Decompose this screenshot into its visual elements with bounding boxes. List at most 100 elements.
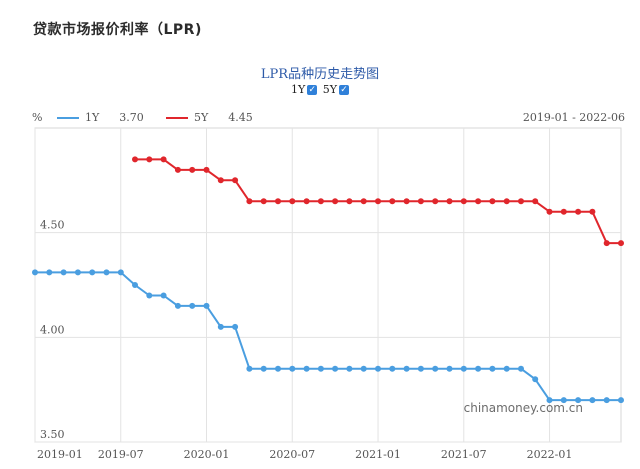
data-point-1y	[332, 365, 339, 372]
legend-swatch-1y	[57, 116, 79, 119]
data-point-5y	[246, 198, 253, 205]
data-point-1y	[346, 365, 353, 372]
data-point-5y	[460, 198, 467, 205]
data-point-5y	[260, 198, 267, 205]
legend-item-1y[interactable]: 1Y 3.70	[57, 111, 144, 124]
data-point-5y	[503, 198, 510, 205]
x-tick-label: 2020-07	[269, 448, 315, 461]
toggle-1y-label: 1Y	[290, 83, 306, 96]
data-point-1y	[489, 365, 496, 372]
data-point-5y	[303, 198, 310, 205]
data-point-1y	[375, 365, 381, 372]
data-point-1y	[132, 282, 138, 288]
y-tick-label: 4.00	[40, 323, 65, 336]
legend-item-5y[interactable]: 5Y 4.45	[166, 111, 253, 124]
data-point-5y	[603, 240, 610, 247]
x-tick-label: 2021-01	[355, 448, 401, 461]
data-point-1y	[74, 269, 81, 276]
data-point-1y	[275, 365, 281, 372]
data-point-1y	[189, 302, 196, 309]
legend-row: % 1Y 3.70 5Y 4.45 2019-01 - 2022-06	[0, 106, 640, 126]
data-point-1y	[174, 302, 181, 309]
toggle-1y[interactable]: 1Y ✓	[290, 83, 318, 96]
data-point-1y	[518, 365, 524, 372]
data-point-5y	[360, 198, 367, 205]
data-point-1y	[246, 365, 253, 372]
data-point-5y	[518, 198, 524, 205]
data-point-1y	[203, 302, 210, 309]
data-point-1y	[60, 269, 67, 276]
data-point-5y	[317, 198, 324, 205]
data-point-1y	[560, 397, 567, 404]
data-point-1y	[546, 397, 553, 404]
data-point-5y	[532, 198, 539, 205]
data-point-1y	[589, 397, 596, 404]
data-point-5y	[575, 208, 582, 215]
data-point-1y	[417, 365, 424, 372]
data-point-1y	[303, 365, 310, 372]
data-point-1y	[317, 365, 324, 372]
data-point-1y	[360, 365, 367, 372]
x-tick-label: 2020-01	[184, 448, 230, 461]
data-point-5y	[375, 198, 381, 205]
toggle-5y[interactable]: 5Y ✓	[322, 83, 350, 96]
data-point-5y	[217, 177, 224, 184]
data-point-5y	[232, 177, 239, 184]
data-point-1y	[89, 269, 96, 276]
data-point-1y	[432, 365, 439, 372]
plot-frame	[34, 127, 622, 443]
legend-value-1y: 3.70	[119, 111, 144, 124]
data-point-5y	[546, 208, 553, 215]
data-point-5y	[174, 166, 181, 173]
checkbox-5y[interactable]: ✓	[339, 84, 350, 95]
data-point-1y	[160, 292, 167, 299]
data-point-5y	[389, 198, 396, 205]
data-point-5y	[432, 198, 439, 205]
legend-name-5y: 5Y	[194, 111, 209, 124]
data-point-5y	[446, 198, 453, 205]
data-point-1y	[446, 365, 453, 372]
data-point-1y	[403, 365, 410, 372]
y-unit-label: %	[32, 111, 43, 124]
checkbox-1y[interactable]: ✓	[307, 84, 318, 95]
data-point-1y	[603, 397, 610, 404]
data-point-1y	[117, 269, 124, 276]
data-point-1y	[32, 269, 38, 276]
data-point-1y	[260, 365, 267, 372]
data-point-1y	[103, 269, 110, 276]
data-point-5y	[560, 208, 567, 215]
data-point-1y	[460, 365, 467, 372]
data-point-1y	[618, 397, 624, 404]
data-point-5y	[489, 198, 496, 205]
data-point-5y	[146, 156, 153, 163]
data-point-5y	[475, 198, 482, 205]
legend-swatch-5y	[166, 116, 188, 119]
data-point-1y	[146, 292, 153, 299]
data-point-1y	[289, 365, 296, 372]
y-tick-label: 4.50	[40, 219, 65, 232]
x-tick-label: 2021-07	[441, 448, 487, 461]
data-point-5y	[417, 198, 424, 205]
date-range-label: 2019-01 - 2022-06	[522, 111, 625, 124]
data-point-5y	[132, 156, 138, 163]
data-point-5y	[189, 166, 196, 173]
data-point-1y	[475, 365, 482, 372]
page-title: 贷款市场报价利率（LPR)	[33, 22, 202, 38]
watermark: chinamoney.com.cn	[464, 401, 583, 415]
data-point-1y	[232, 323, 239, 330]
toggle-5y-label: 5Y	[322, 83, 338, 96]
data-point-5y	[289, 198, 296, 205]
y-tick-label: 3.50	[40, 428, 65, 441]
data-point-5y	[332, 198, 339, 205]
data-point-1y	[46, 269, 53, 276]
x-tick-label: 2019-01	[37, 448, 83, 461]
data-point-5y	[618, 240, 624, 247]
data-point-5y	[203, 166, 210, 173]
data-point-5y	[403, 198, 410, 205]
data-point-5y	[275, 198, 281, 205]
data-point-5y	[160, 156, 167, 163]
chart-title: LPR品种历史走势图	[260, 67, 380, 82]
data-point-1y	[503, 365, 510, 372]
data-point-1y	[575, 397, 582, 404]
